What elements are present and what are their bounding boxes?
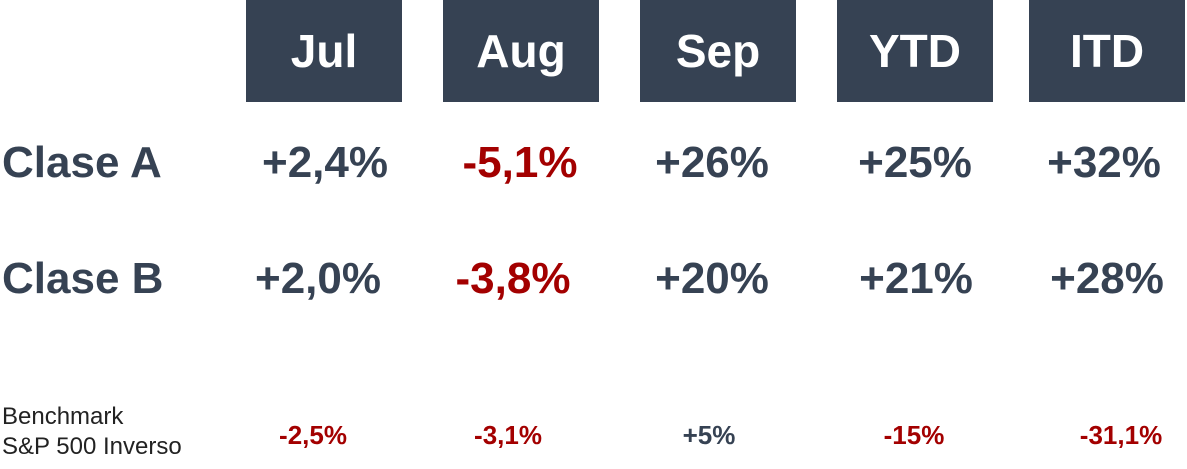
benchmark-value-itd: -31,1% — [1079, 420, 1163, 450]
column-header-ytd: YTD — [837, 0, 993, 102]
benchmark-value-jul: -2,5% — [279, 420, 347, 450]
value-clase-b-sep: +20% — [655, 254, 769, 303]
benchmark-value-ytd: -15% — [883, 420, 945, 450]
column-header-jul: Jul — [246, 0, 402, 102]
value-clase-b-aug: -3,8% — [455, 254, 571, 303]
column-header-itd: ITD — [1029, 0, 1185, 102]
benchmark-label: Benchmark S&P 500 Inverso — [2, 402, 182, 462]
column-header-sep: Sep — [640, 0, 796, 102]
benchmark-value-sep: +5% — [682, 420, 736, 450]
value-clase-a-jul: +2,4% — [262, 138, 388, 187]
value-clase-b-itd: +28% — [1050, 254, 1164, 303]
value-clase-a-aug: -5,1% — [462, 138, 578, 187]
row-label-clase-b: Clase B — [2, 254, 164, 303]
benchmark-label-line1: Benchmark — [2, 403, 124, 430]
value-clase-b-jul: +2,0% — [255, 254, 381, 303]
column-header-aug: Aug — [443, 0, 599, 102]
benchmark-label-line2: S&P 500 Inverso — [2, 433, 182, 460]
row-label-clase-a: Clase A — [2, 138, 162, 187]
value-clase-a-ytd: +25% — [858, 138, 972, 187]
benchmark-value-aug: -3,1% — [474, 420, 542, 450]
value-clase-b-ytd: +21% — [859, 254, 973, 303]
value-clase-a-itd: +32% — [1047, 138, 1161, 187]
value-clase-a-sep: +26% — [655, 138, 769, 187]
